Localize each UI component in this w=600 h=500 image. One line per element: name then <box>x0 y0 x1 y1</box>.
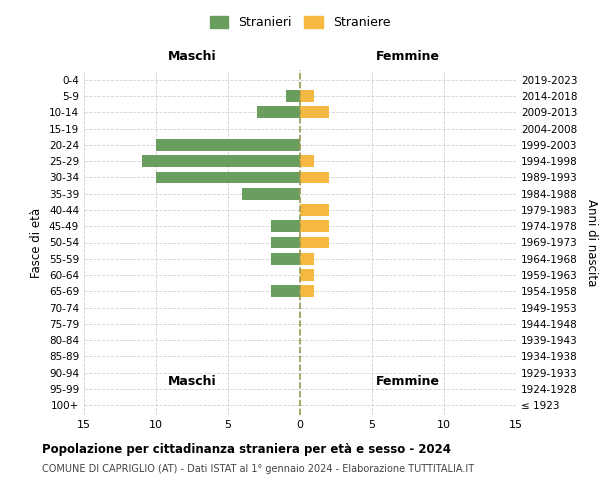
Bar <box>300 220 329 232</box>
Legend: Stranieri, Straniere: Stranieri, Straniere <box>205 11 395 34</box>
Bar <box>300 236 329 248</box>
Bar <box>300 172 329 183</box>
Text: Popolazione per cittadinanza straniera per età e sesso - 2024: Popolazione per cittadinanza straniera p… <box>42 442 451 456</box>
Bar <box>156 172 300 183</box>
Bar <box>142 156 300 167</box>
Bar <box>300 269 314 281</box>
Text: Maschi: Maschi <box>167 376 217 388</box>
Y-axis label: Fasce di età: Fasce di età <box>31 208 43 278</box>
Bar <box>286 90 300 102</box>
Bar <box>300 286 314 297</box>
Bar <box>257 106 300 118</box>
Bar <box>271 236 300 248</box>
Bar <box>300 156 314 167</box>
Bar <box>300 90 314 102</box>
Bar <box>300 106 329 118</box>
Text: COMUNE DI CAPRIGLIO (AT) - Dati ISTAT al 1° gennaio 2024 - Elaborazione TUTTITAL: COMUNE DI CAPRIGLIO (AT) - Dati ISTAT al… <box>42 464 474 474</box>
Bar <box>271 286 300 297</box>
Bar <box>300 253 314 264</box>
Text: Maschi: Maschi <box>167 50 217 63</box>
Bar <box>300 204 329 216</box>
Bar <box>156 139 300 150</box>
Bar <box>271 220 300 232</box>
Bar <box>271 253 300 264</box>
Y-axis label: Anni di nascita: Anni di nascita <box>584 199 598 286</box>
Text: Femmine: Femmine <box>376 376 440 388</box>
Bar <box>242 188 300 200</box>
Text: Femmine: Femmine <box>376 50 440 63</box>
